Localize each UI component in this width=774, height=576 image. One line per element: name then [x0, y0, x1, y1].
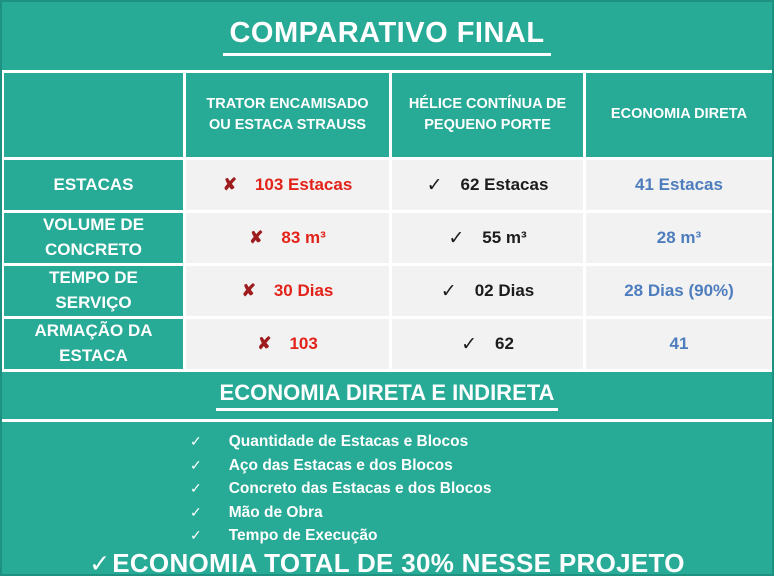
cell-value: 41 Estacas	[635, 175, 723, 194]
check-icon: ✓	[190, 503, 202, 520]
table-header-empty	[4, 73, 183, 157]
cell-value: 62	[495, 334, 514, 353]
list-item: ✓ Quantidade de Estacas e Blocos	[190, 430, 772, 454]
cell-value: 62 Estacas	[460, 175, 549, 194]
list-item-label: Concreto das Estacas e dos Blocos	[228, 480, 492, 497]
divider	[2, 419, 772, 422]
page-title: COMPARATIVO FINAL	[223, 17, 551, 56]
table-cell-economy: 41	[586, 319, 772, 369]
check-icon: ✓	[89, 549, 111, 576]
cell-value: 83 m³	[281, 228, 326, 247]
row-label-estacas: ESTACAS	[4, 160, 183, 210]
table-cell-good: ✓ 02 Dias	[392, 266, 583, 316]
x-icon: ✘	[249, 228, 264, 247]
row-label-armacao-estaca: ARMAÇÃO DA ESTACA	[4, 319, 183, 369]
x-icon: ✘	[241, 281, 256, 300]
table-header-trator: TRATOR ENCAMISADO OU ESTACA STRAUSS	[186, 73, 389, 157]
cell-value: 41	[669, 334, 689, 353]
list-item-label: Mão de Obra	[228, 503, 323, 521]
divider	[2, 70, 772, 73]
economy-checklist: ✓ Quantidade de Estacas e Blocos ✓ Aço d…	[2, 422, 772, 548]
list-item: ✓ Mão de Obra	[190, 501, 772, 525]
list-item: ✓ Concreto das Estacas e dos Blocos	[190, 477, 772, 501]
slide-title-band: COMPARATIVO FINAL	[2, 2, 772, 70]
row-label-volume-concreto: VOLUME DE CONCRETO	[4, 213, 183, 263]
table-cell-good: ✓ 62	[392, 319, 583, 369]
cell-value: 55 m³	[482, 228, 527, 247]
table-cell-economy: 28 Dias (90%)	[586, 266, 772, 316]
table-cell-economy: 41 Estacas	[586, 160, 772, 210]
cell-value: 103 Estacas	[254, 175, 353, 194]
cell-value: 02 Dias	[474, 281, 535, 300]
row-label-tempo-servico: TEMPO DE SERVIÇO	[4, 266, 183, 316]
list-item: ✓ Tempo de Execução	[190, 524, 772, 548]
table-header-economia: ECONOMIA DIRETA	[586, 73, 772, 157]
table-header-helice: HÉLICE CONTÍNUA DE PEQUENO PORTE	[392, 73, 583, 157]
economy-section-band: ECONOMIA DIRETA E INDIRETA	[2, 372, 772, 419]
check-icon: ✓	[426, 174, 443, 196]
list-item-label: Tempo de Execução	[228, 527, 378, 544]
table-cell-bad: ✘ 103	[186, 319, 389, 369]
check-icon: ✓	[190, 527, 202, 543]
cell-value: 28 m³	[656, 228, 702, 247]
economy-section-title: ECONOMIA DIRETA E INDIRETA	[215, 380, 559, 411]
check-icon: ✓	[440, 280, 457, 302]
table-cell-bad: ✘ 30 Dias	[186, 266, 389, 316]
x-icon: ✘	[257, 334, 272, 353]
table-cell-bad: ✘ 83 m³	[186, 213, 389, 263]
table-cell-good: ✓ 55 m³	[392, 213, 583, 263]
check-icon: ✓	[190, 480, 202, 496]
divider	[2, 369, 772, 372]
list-item-label: Quantidade de Estacas e Blocos	[228, 433, 469, 450]
cell-value: 28 Dias (90%)	[624, 281, 734, 300]
table-cell-economy: 28 m³	[586, 213, 772, 263]
list-item: ✓ Aço das Estacas e dos Blocos	[190, 454, 772, 478]
check-icon: ✓	[461, 333, 477, 355]
cell-value: 30 Dias	[273, 281, 334, 300]
table-cell-bad: ✘ 103 Estacas	[186, 160, 389, 210]
x-icon: ✘	[222, 175, 237, 194]
check-icon: ✓	[448, 227, 465, 249]
comparison-table: TRATOR ENCAMISADO OU ESTACA STRAUSS HÉLI…	[2, 73, 772, 369]
footer-conclusion-text: ECONOMIA TOTAL DE 30% NESSE PROJETO	[112, 548, 685, 576]
cell-value: 103	[289, 334, 318, 353]
list-item-label: Aço das Estacas e dos Blocos	[228, 456, 453, 474]
footer-conclusion: ✓ ECONOMIA TOTAL DE 30% NESSE PROJETO	[2, 548, 772, 576]
check-icon: ✓	[190, 433, 202, 449]
check-icon: ✓	[190, 456, 202, 473]
table-cell-good: ✓ 62 Estacas	[392, 160, 583, 210]
